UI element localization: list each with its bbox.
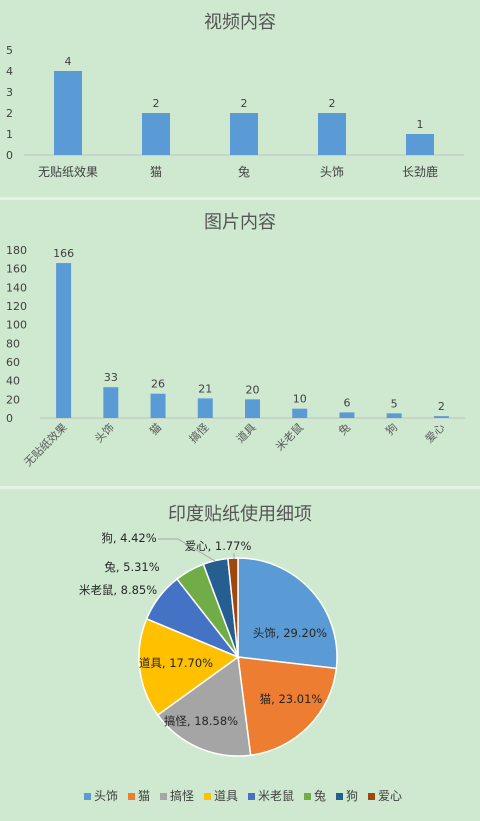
legend-label: 道具 [214,789,238,803]
leader-line [158,538,216,562]
slice-label: 爱心, 1.77% [185,539,252,553]
legend-swatch [336,793,343,800]
sticker-usage-pie-chart: 印度贴纸使用细项 头饰, 29.20% 猫, 23.01% 搞怪, 18.58% 道具… [0,489,480,821]
bar [386,413,402,418]
pie-slice [237,557,338,670]
y-tick-label: 40 [6,375,20,388]
y-tick-label: 120 [6,300,27,313]
x-category-label: 道具 [233,420,258,445]
bar [339,412,355,418]
y-tick-label: 5 [6,44,13,57]
slice-label: 头饰, 29.20% [253,626,327,640]
x-category-label: 头饰 [320,165,344,179]
legend-label: 米老鼠 [258,789,294,803]
image-content-chart: 图片内容 0 20 40 60 80 100 120 140 160 180 166 无贴纸效果 33 头… [0,200,480,485]
y-tick-label: 100 [6,319,27,332]
data-label: 2 [241,97,248,110]
legend-swatch [304,793,311,800]
bar [142,113,170,155]
legend-label: 猫 [138,789,150,803]
slice-label: 兔, 5.31% [104,560,159,574]
data-label: 33 [104,371,118,384]
y-tick-label: 80 [6,337,20,350]
bar [197,398,213,418]
x-category-label: 头饰 [91,420,116,445]
pie-slice [138,617,240,717]
y-tick-label: 160 [6,263,27,276]
bar [406,134,434,155]
legend-label: 头饰 [94,789,118,803]
bar [230,113,258,155]
legend-label: 搞怪 [170,788,194,803]
x-category-label: 搞怪 [186,420,211,445]
data-label: 20 [246,383,260,396]
x-category-label: 兔 [238,164,250,179]
data-label: 26 [151,378,165,391]
x-category-label: 无贴纸效果 [38,164,98,179]
data-label: 2 [438,400,445,413]
y-tick-label: 3 [6,86,13,99]
legend-swatch [368,793,375,800]
y-tick-label: 60 [6,356,20,369]
sticker-usage-pie-svg: 印度贴纸使用细项 头饰, 29.20% 猫, 23.01% 搞怪, 18.58% 道具… [79,504,402,803]
y-tick-label: 0 [6,412,13,425]
legend-swatch [248,793,255,800]
bar [318,113,346,155]
slice-label: 米老鼠, 8.85% [79,583,157,597]
image-content-chart-svg: 图片内容 0 20 40 60 80 100 120 140 160 180 166 无贴纸效果 33 头… [6,212,465,469]
slice-label: 道具, 17.70% [139,656,213,670]
legend-label: 狗 [346,789,358,803]
chart-title: 视频内容 [204,12,276,33]
chart-title: 图片内容 [204,212,276,233]
video-content-chart-svg: 视频内容 0 1 2 3 4 5 4 无贴纸效果 2 猫 2 兔 2 头饰 1 长劲鹿 [6,12,464,179]
pie-slice [156,655,252,757]
y-tick-label: 2 [6,107,13,120]
slice-label: 搞怪, 18.58% [164,714,238,728]
x-category-label: 猫 [150,165,162,179]
bar [245,399,260,418]
panel-divider [0,197,480,200]
x-category-label: 无贴纸效果 [21,420,70,469]
legend-swatch [84,793,91,800]
y-tick-label: 180 [6,244,27,257]
data-label: 4 [65,55,72,68]
data-label: 2 [329,97,336,110]
data-label: 6 [343,396,350,409]
y-tick-label: 1 [6,128,13,141]
x-category-label: 狗 [383,421,400,438]
slice-label: 猫, 23.01% [260,692,323,706]
legend-label: 兔 [314,788,326,803]
data-label: 166 [53,247,74,260]
chart-title: 印度贴纸使用细项 [168,504,312,525]
bar [103,387,119,418]
legend-swatch [128,793,135,800]
data-label: 21 [198,382,212,395]
x-category-label: 猫 [147,421,164,438]
bar [54,71,82,155]
bar [150,393,166,418]
panel-divider [0,486,480,489]
legend-swatch [204,793,211,800]
y-tick-label: 4 [6,65,13,78]
y-tick-label: 0 [6,149,13,162]
x-category-label: 米老鼠 [273,420,306,453]
bar [56,263,72,418]
data-label: 2 [153,97,160,110]
data-label: 1 [417,118,424,131]
legend-swatch [160,793,167,800]
slice-label: 狗, 4.42% [101,531,156,545]
x-category-label: 兔 [335,420,353,438]
x-category-label: 长劲鹿 [402,164,438,179]
bar [292,408,308,418]
pie-slice [237,656,338,757]
y-tick-label: 20 [6,393,20,406]
x-category-label: 爱心 [423,421,448,446]
data-label: 10 [293,393,307,406]
legend-label: 爱心 [378,789,402,803]
bar [433,416,449,418]
data-label: 5 [391,397,398,410]
video-content-chart: 视频内容 0 1 2 3 4 5 4 无贴纸效果 2 猫 2 兔 2 头饰 1 长劲鹿 [0,0,480,196]
pie-slice [227,557,239,658]
y-tick-label: 140 [6,281,27,294]
